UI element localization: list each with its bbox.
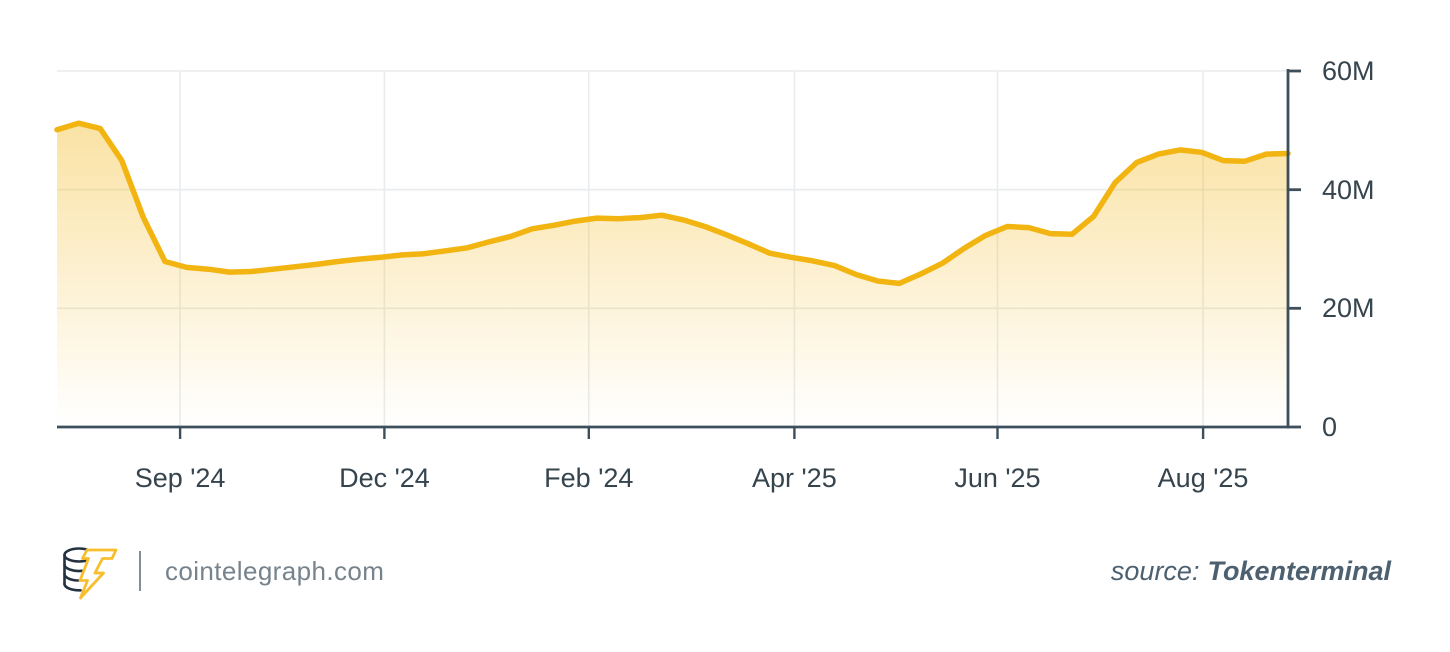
y-axis-label: 0 [1322,412,1338,442]
data-line [54,120,1291,287]
lightning-bolt-icon [78,548,118,600]
x-axis-label: Dec '24 [339,463,430,493]
footer-divider [139,551,141,591]
source-prefix: source: [1110,556,1200,586]
axis-lines [57,69,1301,439]
source-label: source: Tokenterminal [1111,540,1391,602]
cointelegraph-logo [63,547,118,600]
x-axis-label: Apr '25 [752,463,837,493]
x-axis-label: Sep '24 [134,463,226,493]
data-area [57,123,1288,427]
brand-block: cointelegraph.com [57,540,384,602]
y-axis-label: 20M [1322,293,1375,324]
x-axis-label: Aug '25 [1157,463,1249,493]
y-axis-label: 60M [1322,56,1375,86]
chart-footer: cointelegraph.com source: Tokenterminal [57,540,1391,604]
brand-text: cointelegraph.com [165,556,385,586]
y-axis-label: 40M [1322,174,1375,205]
source-name: Tokenterminal [1207,556,1391,586]
x-axis-label: Jun '25 [954,463,1041,493]
x-axis-label: Feb '24 [544,463,634,493]
